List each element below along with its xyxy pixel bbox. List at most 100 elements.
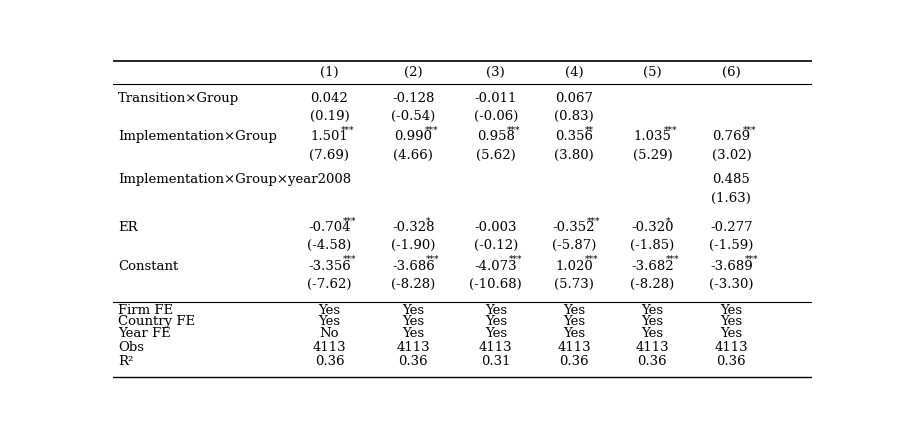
Text: 0.36: 0.36: [399, 355, 428, 368]
Text: -0.328: -0.328: [392, 221, 435, 234]
Text: 0.485: 0.485: [713, 173, 750, 186]
Text: (2): (2): [404, 66, 423, 79]
Text: (5.29): (5.29): [632, 149, 672, 162]
Text: -0.003: -0.003: [474, 221, 517, 234]
Text: (3.80): (3.80): [554, 149, 594, 162]
Text: 0.356: 0.356: [555, 130, 594, 143]
Text: *: *: [427, 217, 431, 225]
Text: (-8.28): (-8.28): [391, 278, 436, 291]
Text: -4.073: -4.073: [474, 259, 517, 272]
Text: (-4.58): (-4.58): [308, 239, 352, 252]
Text: Yes: Yes: [484, 303, 507, 317]
Text: (5.62): (5.62): [476, 149, 516, 162]
Text: -3.689: -3.689: [710, 259, 753, 272]
Text: 0.067: 0.067: [555, 92, 594, 105]
Text: (3.02): (3.02): [712, 149, 751, 162]
Text: (7.69): (7.69): [309, 149, 349, 162]
Text: (3): (3): [486, 66, 505, 79]
Text: 0.36: 0.36: [315, 355, 345, 368]
Text: (-7.62): (-7.62): [308, 278, 352, 291]
Text: (1): (1): [320, 66, 339, 79]
Text: Yes: Yes: [641, 315, 664, 328]
Text: -0.128: -0.128: [392, 92, 435, 105]
Text: ***: ***: [666, 255, 679, 264]
Text: ***: ***: [742, 126, 756, 135]
Text: -0.704: -0.704: [308, 221, 351, 234]
Text: Yes: Yes: [402, 315, 425, 328]
Text: 4113: 4113: [714, 341, 749, 354]
Text: (6): (6): [722, 66, 741, 79]
Text: -3.686: -3.686: [392, 259, 435, 272]
Text: -3.682: -3.682: [631, 259, 674, 272]
Text: Yes: Yes: [563, 327, 585, 340]
Text: ***: ***: [424, 126, 437, 135]
Text: -3.356: -3.356: [308, 259, 351, 272]
Text: Yes: Yes: [563, 315, 585, 328]
Text: Country FE: Country FE: [118, 315, 196, 328]
Text: 4113: 4113: [397, 341, 430, 354]
Text: Yes: Yes: [318, 303, 341, 317]
Text: Yes: Yes: [641, 303, 664, 317]
Text: Yes: Yes: [721, 327, 742, 340]
Text: 4113: 4113: [636, 341, 669, 354]
Text: **: **: [585, 126, 594, 135]
Text: (5): (5): [643, 66, 662, 79]
Text: Yes: Yes: [484, 315, 507, 328]
Text: 1.501: 1.501: [310, 130, 348, 143]
Text: ***: ***: [343, 217, 356, 225]
Text: ***: ***: [427, 255, 440, 264]
Text: 4113: 4113: [479, 341, 512, 354]
Text: *: *: [666, 217, 670, 225]
Text: 0.769: 0.769: [713, 130, 750, 143]
Text: 0.990: 0.990: [394, 130, 432, 143]
Text: (-1.59): (-1.59): [709, 239, 753, 252]
Text: Yes: Yes: [721, 303, 742, 317]
Text: (4): (4): [565, 66, 584, 79]
Text: (-10.68): (-10.68): [469, 278, 522, 291]
Text: (-8.28): (-8.28): [630, 278, 675, 291]
Text: Yes: Yes: [721, 315, 742, 328]
Text: (-0.12): (-0.12): [474, 239, 518, 252]
Text: (5.73): (5.73): [554, 278, 594, 291]
Text: ***: ***: [509, 255, 522, 264]
Text: 4113: 4113: [313, 341, 346, 354]
Text: (-1.90): (-1.90): [391, 239, 436, 252]
Text: 0.042: 0.042: [310, 92, 348, 105]
Text: R²: R²: [118, 355, 133, 368]
Text: Constant: Constant: [118, 259, 179, 272]
Text: (0.83): (0.83): [554, 109, 594, 123]
Text: 0.36: 0.36: [559, 355, 589, 368]
Text: 0.31: 0.31: [481, 355, 511, 368]
Text: -0.320: -0.320: [631, 221, 674, 234]
Text: Yes: Yes: [563, 303, 585, 317]
Text: (4.66): (4.66): [393, 149, 433, 162]
Text: Implementation×Group×year2008: Implementation×Group×year2008: [118, 173, 352, 186]
Text: Yes: Yes: [402, 327, 425, 340]
Text: (1.63): (1.63): [712, 192, 751, 205]
Text: ***: ***: [340, 126, 354, 135]
Text: 4113: 4113: [557, 341, 591, 354]
Text: -0.277: -0.277: [710, 221, 753, 234]
Text: Obs: Obs: [118, 341, 144, 354]
Text: (-5.87): (-5.87): [552, 239, 596, 252]
Text: Year FE: Year FE: [118, 327, 171, 340]
Text: (-3.30): (-3.30): [709, 278, 754, 291]
Text: Yes: Yes: [641, 327, 664, 340]
Text: (0.19): (0.19): [309, 109, 349, 123]
Text: ***: ***: [507, 126, 520, 135]
Text: ***: ***: [585, 255, 599, 264]
Text: ***: ***: [343, 255, 356, 264]
Text: 0.36: 0.36: [638, 355, 667, 368]
Text: (-0.54): (-0.54): [391, 109, 436, 123]
Text: ***: ***: [664, 126, 676, 135]
Text: ***: ***: [587, 217, 601, 225]
Text: 1.035: 1.035: [633, 130, 671, 143]
Text: ER: ER: [118, 221, 138, 234]
Text: 0.36: 0.36: [716, 355, 746, 368]
Text: No: No: [319, 327, 339, 340]
Text: Yes: Yes: [402, 303, 425, 317]
Text: Firm FE: Firm FE: [118, 303, 173, 317]
Text: (-0.06): (-0.06): [474, 109, 518, 123]
Text: -0.352: -0.352: [553, 221, 595, 234]
Text: Yes: Yes: [318, 315, 341, 328]
